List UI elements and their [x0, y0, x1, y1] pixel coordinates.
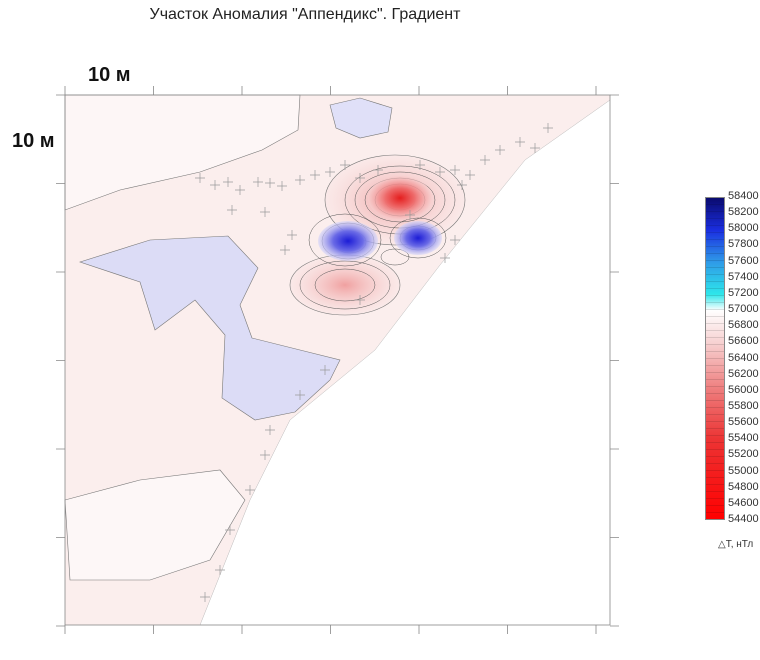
colorbar-tick-label: 58200: [728, 206, 759, 219]
colorbar-tick-label: 56600: [728, 335, 759, 348]
no-data-area: [200, 100, 610, 625]
colorbar-tick-label: 55000: [728, 464, 759, 477]
map-field: [64, 94, 611, 626]
colorbar-tick-label: 57200: [728, 286, 759, 299]
survey-point-marker: [210, 180, 220, 190]
survey-point-marker: [235, 185, 245, 195]
survey-point-marker: [415, 160, 425, 170]
survey-point-marker: [280, 245, 290, 255]
survey-point-marker: [405, 210, 415, 220]
survey-point-marker: [310, 170, 320, 180]
map-title: Участок Аномалия "Аппендикс". Градиент: [149, 6, 461, 23]
survey-point-marker: [530, 143, 540, 153]
survey-point-marker: [287, 230, 297, 240]
survey-point-marker: [457, 180, 467, 190]
colorbar-tick-label: 56800: [728, 319, 759, 332]
colorbar-tick-label: 55200: [728, 448, 759, 461]
colorbar-tick-label: 58400: [728, 190, 759, 202]
survey-point-marker: [465, 170, 475, 180]
survey-point-marker: [227, 205, 237, 215]
survey-point-marker: [495, 145, 505, 155]
negative-anomaly-west: [318, 221, 378, 261]
survey-point-marker: [215, 565, 225, 575]
colorbar-tick-label: 57600: [728, 254, 759, 267]
survey-points: [195, 123, 553, 602]
survey-point-marker: [295, 175, 305, 185]
white-field: [64, 94, 301, 211]
survey-point-marker: [373, 165, 383, 175]
survey-point-marker: [223, 177, 233, 187]
survey-point-marker: [515, 137, 525, 147]
colorbar-tick-label: 54400: [728, 513, 759, 525]
survey-point-marker: [277, 181, 287, 191]
survey-point-marker: [195, 173, 205, 183]
survey-point-marker: [480, 155, 490, 165]
survey-point-marker: [245, 485, 255, 495]
colorbar-tick-label: 56000: [728, 383, 759, 396]
colorbar-tick-label: 54600: [728, 496, 759, 509]
colorbar-tick-label: 56400: [728, 351, 759, 364]
survey-point-marker: [200, 592, 210, 602]
survey-point-marker: [340, 160, 350, 170]
survey-point-marker: [450, 235, 460, 245]
survey-boundary: [199, 99, 611, 626]
colorbar-tick-label: 57400: [728, 270, 759, 283]
scale-y-label: 10 м: [12, 130, 55, 152]
survey-point-marker: [265, 178, 275, 188]
colorbar-tick-label: 56200: [728, 367, 759, 380]
survey-point-marker: [440, 253, 450, 263]
survey-point-marker: [325, 167, 335, 177]
survey-point-marker: [260, 450, 270, 460]
survey-point-marker: [320, 365, 330, 375]
low-anomaly-top: [329, 97, 393, 139]
survey-point-marker: [253, 177, 263, 187]
low-anomaly-region: [79, 235, 341, 421]
scale-x-label: 10 м: [88, 64, 131, 86]
survey-point-marker: [435, 167, 445, 177]
survey-point-marker: [260, 207, 270, 217]
positive-anomaly-south: [289, 254, 401, 316]
colorbar: [705, 197, 725, 520]
colorbar-tick-label: 55800: [728, 399, 759, 412]
survey-point-marker: [295, 390, 305, 400]
survey-point-marker: [543, 123, 553, 133]
survey-point-marker: [225, 525, 235, 535]
positive-anomaly-peak: [368, 176, 432, 220]
colorbar-tick-label: 55400: [728, 432, 759, 445]
colorbar-tick-label: 55600: [728, 416, 759, 429]
map-frame: [56, 86, 619, 634]
survey-point-marker: [355, 173, 365, 183]
colorbar-tick-label: 57800: [728, 238, 759, 251]
survey-point-marker: [450, 165, 460, 175]
colorbar-unit: △T, нТл: [718, 539, 754, 550]
survey-point-marker: [265, 425, 275, 435]
colorbar-tick-label: 57000: [728, 303, 759, 316]
negative-anomaly-east: [394, 221, 442, 255]
colorbar-tick-label: 54800: [728, 480, 759, 493]
colorbar-tick-label: 58000: [728, 222, 759, 235]
survey-point-marker: [355, 295, 365, 305]
